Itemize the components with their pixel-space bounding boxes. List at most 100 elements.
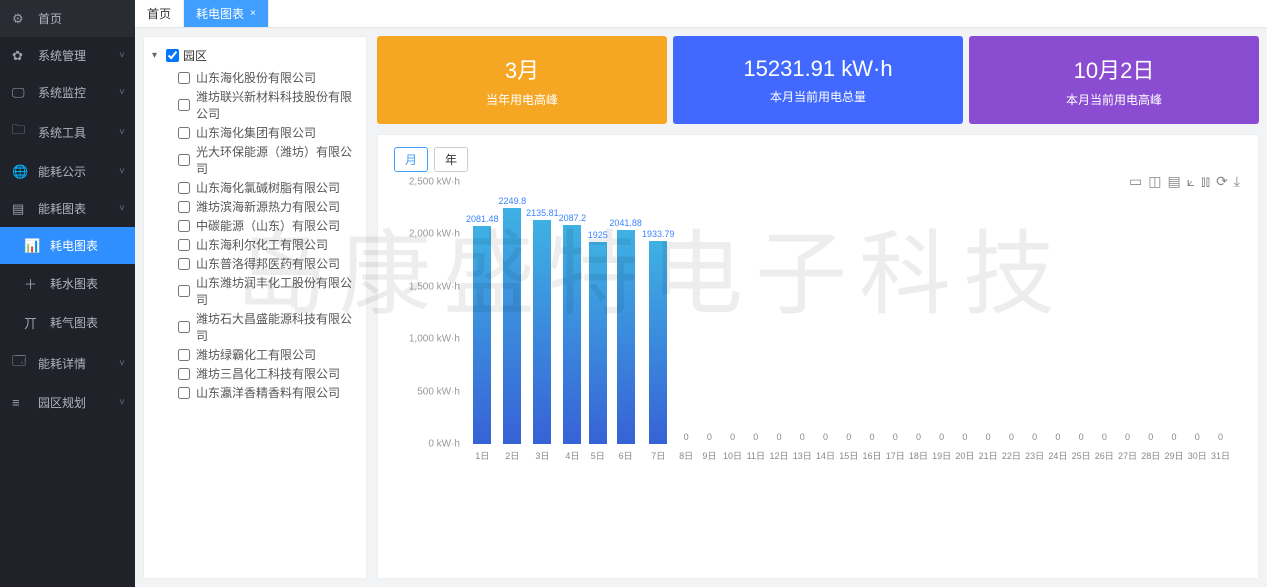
menu-icon: 🖵 [12,85,28,101]
tree-checkbox[interactable] [178,154,190,166]
bar-slot: 020日 [953,182,976,444]
x-axis-label: 25日 [1072,449,1091,462]
tree-item[interactable]: 山东海化集团有限公司 [178,123,358,142]
bar[interactable] [649,241,667,444]
bar-value: 2041.88 [609,218,642,228]
submenu-icon: ＋ [24,274,40,293]
submenu-label: 耗水图表 [50,275,98,292]
tree-item[interactable]: 光大环保能源（潍坊）有限公司 [178,142,358,178]
bar-slot: 029日 [1162,182,1185,444]
tree-root-label: 园区 [183,47,207,64]
sidebar-sub-耗气图表[interactable]: 丌耗气图表 [0,303,135,342]
tree-item[interactable]: 潍坊三昌化工科技有限公司 [178,364,358,383]
tree-checkbox[interactable] [178,220,190,232]
chart-bars: 2081.481日2249.82日2135.813日2087.24日19255日… [466,182,1232,444]
tree-checkbox[interactable] [178,182,190,194]
sidebar-item-能耗公示[interactable]: 🌐能耗公示˅ [0,153,135,190]
tree-item[interactable]: 潍坊绿霸化工有限公司 [178,345,358,364]
tree-item[interactable]: 潍坊滨海新源热力有限公司 [178,197,358,216]
tree-checkbox[interactable] [178,258,190,270]
period-btn-年[interactable]: 年 [434,147,468,172]
tree-root-checkbox[interactable] [166,49,179,62]
bar-value: 1933.79 [642,229,675,239]
tree-checkbox[interactable] [178,368,190,380]
sidebar-item-系统管理[interactable]: ✿系统管理˅ [0,37,135,74]
tab-耗电图表[interactable]: 耗电图表× [184,0,269,27]
bar-value: 0 [1195,432,1200,442]
chevron-down-icon: ˅ [119,50,125,61]
x-axis-label: 27日 [1118,449,1137,462]
tree-item[interactable]: 山东瀛洋香精香料有限公司 [178,383,358,402]
tree-item-label: 潍坊滨海新源热力有限公司 [196,198,340,215]
period-btn-月[interactable]: 月 [394,147,428,172]
bar[interactable] [617,230,635,444]
menu-label: 能耗详情 [38,355,86,372]
tree-checkbox[interactable] [178,349,190,361]
card-label: 当年用电高峰 [486,91,558,108]
x-axis-label: 30日 [1188,449,1207,462]
tree-checkbox[interactable] [178,99,190,111]
tab-首页[interactable]: 首页 [135,0,184,27]
bar-value: 0 [1032,432,1037,442]
sidebar-item-园区规划[interactable]: ≡园区规划˅ [0,384,135,421]
tree-checkbox[interactable] [178,285,190,297]
bar[interactable] [473,226,491,444]
bar-slot: 017日 [884,182,907,444]
sidebar-item-系统监控[interactable]: 🖵系统监控˅ [0,74,135,111]
bar[interactable] [589,242,607,444]
sidebar-item-首页[interactable]: ⚙首页 [0,0,135,37]
tree-item[interactable]: 山东海化股份有限公司 [178,68,358,87]
x-axis-label: 9日 [702,449,716,462]
tree-panel: ▾ 园区山东海化股份有限公司潍坊联兴新材料科技股份有限公司山东海化集团有限公司光大… [143,36,367,579]
bar[interactable] [503,208,521,444]
close-icon[interactable]: × [250,8,256,19]
x-axis-label: 17日 [886,449,905,462]
bar-value: 0 [962,432,967,442]
stat-card: 10月2日本月当前用电高峰 [969,36,1259,124]
tree-item-label: 山东普洛得邦医药有限公司 [196,255,340,272]
menu-label: 能耗图表 [38,200,86,217]
chevron-down-icon: ˅ [119,203,125,214]
x-axis-label: 8日 [679,449,693,462]
tree-checkbox[interactable] [178,201,190,213]
tree-item[interactable]: 潍坊联兴新材料科技股份有限公司 [178,87,358,123]
bar-value: 0 [986,432,991,442]
x-axis-label: 11日 [747,449,765,462]
sidebar-sub-耗水图表[interactable]: ＋ 耗水图表 [0,264,135,303]
y-axis-label: 500 kW·h [394,386,460,397]
tree-item-label: 山东海化股份有限公司 [196,69,316,86]
tree-item[interactable]: 山东潍坊润丰化工股份有限公司 [178,273,358,309]
menu-label: 系统管理 [38,47,86,64]
bar-slot: 025日 [1069,182,1092,444]
bar-slot: 010日 [721,182,744,444]
tree-item-label: 潍坊联兴新材料科技股份有限公司 [196,88,358,122]
tree-item[interactable]: 山东普洛得邦医药有限公司 [178,254,358,273]
y-axis-label: 2,000 kW·h [394,229,460,240]
caret-down-icon[interactable]: ▾ [152,50,162,61]
tree-checkbox[interactable] [178,127,190,139]
main-area: 首页耗电图表× ▾园区山东海化股份有限公司潍坊联兴新材料科技股份有限公司山东海化… [135,0,1267,587]
bar[interactable] [563,225,581,444]
bar-value: 0 [753,432,758,442]
sidebar-sub-耗电图表[interactable]: 📊耗电图表 [0,227,135,264]
bar[interactable] [533,220,551,444]
menu-icon: 🗔 [12,352,28,374]
tree-item[interactable]: 山东海利尔化工有限公司 [178,235,358,254]
sidebar-item-系统工具[interactable]: 🗀系统工具˅ [0,111,135,153]
sidebar-item-能耗详情[interactable]: 🗔能耗详情˅ [0,342,135,384]
sidebar-item-能耗图表[interactable]: ▤能耗图表˅ [0,190,135,227]
x-axis-label: 24日 [1048,449,1067,462]
tree-item[interactable]: 潍坊石大昌盛能源科技有限公司 [178,309,358,345]
bar-value: 0 [939,432,944,442]
x-axis-label: 16日 [862,449,881,462]
bar-slot: 19255日 [586,182,609,444]
tree-checkbox[interactable] [178,321,190,333]
tree-checkbox[interactable] [178,72,190,84]
tree-item[interactable]: 中碳能源（山东）有限公司 [178,216,358,235]
tree-checkbox[interactable] [178,239,190,251]
tree-root[interactable]: ▾ 园区 [152,47,358,64]
tree-item[interactable]: 山东海化氯碱树脂有限公司 [178,178,358,197]
bar-value: 0 [777,432,782,442]
bar-slot: 016日 [860,182,883,444]
tree-checkbox[interactable] [178,387,190,399]
